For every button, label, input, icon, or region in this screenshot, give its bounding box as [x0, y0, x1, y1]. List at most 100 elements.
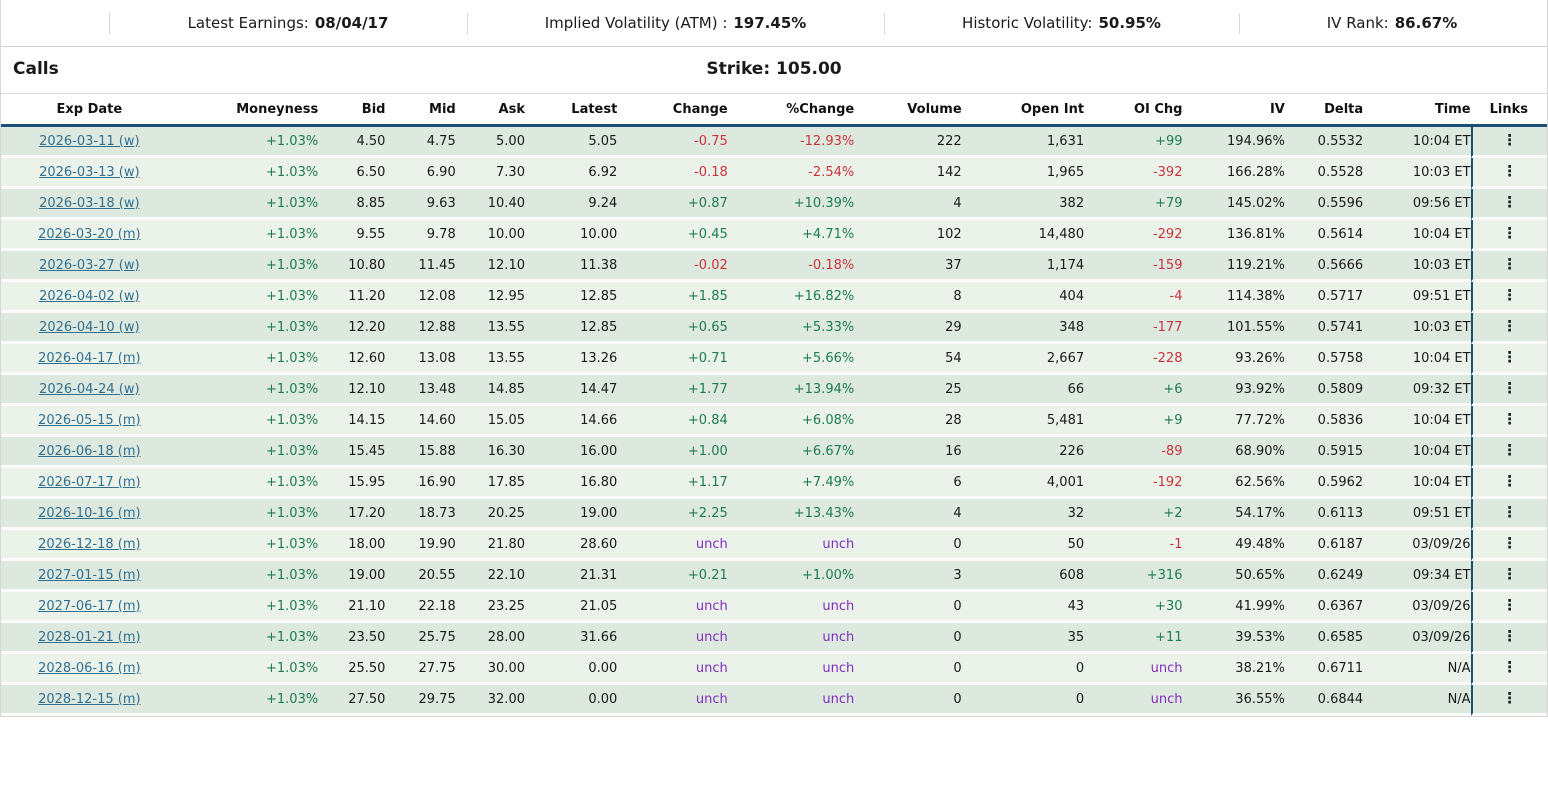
exp-date-link[interactable]: 2027-06-17 (m) — [38, 598, 141, 614]
exp-date-link[interactable]: 2026-04-02 (w) — [39, 288, 140, 304]
cell-ask: 28.00 — [455, 623, 525, 654]
cell-exp-date: 2026-03-13 (w) — [1, 158, 178, 189]
exp-date-link[interactable]: 2026-07-17 (m) — [38, 474, 141, 490]
cell-bid: 8.85 — [318, 189, 386, 220]
row-links-menu-icon[interactable]: ⋮ — [1502, 286, 1518, 304]
stat-historic-volatility-label: Historic Volatility: — [962, 14, 1093, 32]
cell-change: +1.00 — [617, 437, 728, 468]
cell-delta: 0.6585 — [1284, 623, 1364, 654]
row-links-menu-icon[interactable]: ⋮ — [1502, 379, 1518, 397]
cell-latest: 16.00 — [524, 437, 618, 468]
table-row: 2028-01-21 (m) +1.03% 23.50 25.75 28.00 31.66… — [1, 623, 1547, 654]
cell-bid: 12.60 — [318, 344, 386, 375]
cell-open-int: 43 — [961, 592, 1085, 623]
exp-date-link[interactable]: 2026-03-20 (m) — [38, 226, 141, 242]
exp-date-link[interactable]: 2027-01-15 (m) — [38, 567, 141, 583]
exp-date-link[interactable]: 2026-04-10 (w) — [39, 319, 140, 335]
cell-iv: 114.38% — [1182, 282, 1285, 313]
cell-pct-change: +16.82% — [727, 282, 855, 313]
row-links-menu-icon[interactable]: ⋮ — [1502, 317, 1518, 335]
cell-ask: 5.00 — [455, 127, 525, 158]
cell-ask: 23.25 — [455, 592, 525, 623]
cell-links: ⋮ — [1470, 623, 1547, 654]
cell-mid: 19.90 — [385, 530, 456, 561]
cell-exp-date: 2028-12-15 (m) — [1, 685, 178, 716]
cell-latest: 16.80 — [524, 468, 618, 499]
row-links-menu-icon[interactable]: ⋮ — [1502, 689, 1518, 707]
row-links-menu-icon[interactable]: ⋮ — [1502, 503, 1518, 521]
exp-date-link[interactable]: 2026-12-18 (m) — [38, 536, 141, 552]
cell-open-int: 348 — [961, 313, 1085, 344]
cell-pct-change: +5.66% — [727, 344, 855, 375]
row-links-menu-icon[interactable]: ⋮ — [1502, 255, 1518, 273]
cell-open-int: 35 — [961, 623, 1085, 654]
exp-date-link[interactable]: 2026-03-27 (w) — [39, 257, 140, 273]
exp-date-link[interactable]: 2026-03-11 (w) — [39, 133, 140, 149]
row-links-menu-icon[interactable]: ⋮ — [1502, 162, 1518, 180]
cell-ask: 16.30 — [455, 437, 525, 468]
cell-change: +1.17 — [617, 468, 728, 499]
row-links-menu-icon[interactable]: ⋮ — [1502, 534, 1518, 552]
cell-volume: 3 — [854, 561, 962, 592]
cell-open-int: 1,174 — [961, 251, 1085, 282]
row-links-menu-icon[interactable]: ⋮ — [1502, 596, 1518, 614]
cell-ask: 32.00 — [455, 685, 525, 716]
cell-exp-date: 2026-03-27 (w) — [1, 251, 178, 282]
exp-date-link[interactable]: 2028-06-16 (m) — [38, 660, 141, 676]
cell-mid: 20.55 — [385, 561, 456, 592]
cell-latest: 5.05 — [524, 127, 618, 158]
cell-pct-change: unch — [727, 623, 855, 654]
cell-latest: 19.00 — [524, 499, 618, 530]
exp-date-link[interactable]: 2026-04-24 (w) — [39, 381, 140, 397]
table-row: 2026-10-16 (m) +1.03% 17.20 18.73 20.25 19.00… — [1, 499, 1547, 530]
table-row: 2026-04-17 (m) +1.03% 12.60 13.08 13.55 13.26… — [1, 344, 1547, 375]
cell-mid: 15.88 — [385, 437, 456, 468]
row-links-menu-icon[interactable]: ⋮ — [1502, 472, 1518, 490]
cell-volume: 222 — [854, 127, 962, 158]
exp-date-link[interactable]: 2028-12-15 (m) — [38, 691, 141, 707]
cell-oi-chg: -392 — [1084, 158, 1183, 189]
cell-delta: 0.6187 — [1284, 530, 1364, 561]
cell-time: 10:04 ET — [1363, 344, 1471, 375]
exp-date-link[interactable]: 2026-03-13 (w) — [39, 164, 140, 180]
row-links-menu-icon[interactable]: ⋮ — [1502, 627, 1518, 645]
cell-latest: 28.60 — [524, 530, 618, 561]
exp-date-link[interactable]: 2026-06-18 (m) — [38, 443, 141, 459]
cell-mid: 9.63 — [385, 189, 456, 220]
cell-volume: 6 — [854, 468, 962, 499]
options-quote-page: Latest Earnings: 08/04/17 Implied Volati… — [0, 0, 1548, 717]
exp-date-link[interactable]: 2026-04-17 (m) — [38, 350, 141, 366]
cell-bid: 12.20 — [318, 313, 386, 344]
stats-bar: Latest Earnings: 08/04/17 Implied Volati… — [1, 0, 1547, 47]
cell-links: ⋮ — [1470, 437, 1547, 468]
cell-links: ⋮ — [1470, 313, 1547, 344]
cell-bid: 9.55 — [318, 220, 386, 251]
exp-date-link[interactable]: 2026-03-18 (w) — [39, 195, 140, 211]
row-links-menu-icon[interactable]: ⋮ — [1502, 131, 1518, 149]
exp-date-link[interactable]: 2026-10-16 (m) — [38, 505, 141, 521]
exp-date-link[interactable]: 2026-05-15 (m) — [38, 412, 141, 428]
cell-mid: 14.60 — [385, 406, 456, 437]
row-links-menu-icon[interactable]: ⋮ — [1502, 193, 1518, 211]
table-row: 2026-03-11 (w) +1.03% 4.50 4.75 5.00 5.05 -0.7… — [1, 127, 1547, 158]
cell-oi-chg: -192 — [1084, 468, 1183, 499]
row-links-menu-icon[interactable]: ⋮ — [1502, 224, 1518, 242]
cell-volume: 29 — [854, 313, 962, 344]
row-links-menu-icon[interactable]: ⋮ — [1502, 658, 1518, 676]
cell-change: +0.87 — [617, 189, 728, 220]
cell-links: ⋮ — [1470, 189, 1547, 220]
row-links-menu-icon[interactable]: ⋮ — [1502, 410, 1518, 428]
cell-delta: 0.5614 — [1284, 220, 1364, 251]
table-row: 2026-07-17 (m) +1.03% 15.95 16.90 17.85 16.80… — [1, 468, 1547, 499]
cell-pct-change: +5.33% — [727, 313, 855, 344]
row-links-menu-icon[interactable]: ⋮ — [1502, 348, 1518, 366]
row-links-menu-icon[interactable]: ⋮ — [1502, 565, 1518, 583]
exp-date-link[interactable]: 2028-01-21 (m) — [38, 629, 141, 645]
cell-ask: 14.85 — [455, 375, 525, 406]
cell-time: 10:04 ET — [1363, 127, 1471, 158]
cell-exp-date: 2026-06-18 (m) — [1, 437, 178, 468]
row-links-menu-icon[interactable]: ⋮ — [1502, 441, 1518, 459]
cell-mid: 11.45 — [385, 251, 456, 282]
cell-mid: 4.75 — [385, 127, 456, 158]
cell-moneyness: +1.03% — [177, 220, 319, 251]
